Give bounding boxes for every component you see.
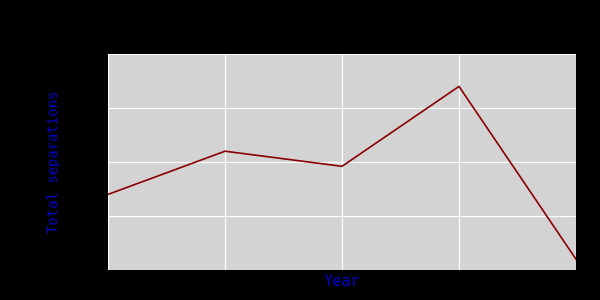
- Text: Year: Year: [324, 274, 360, 290]
- Text: Total separations: Total separations: [47, 91, 61, 233]
